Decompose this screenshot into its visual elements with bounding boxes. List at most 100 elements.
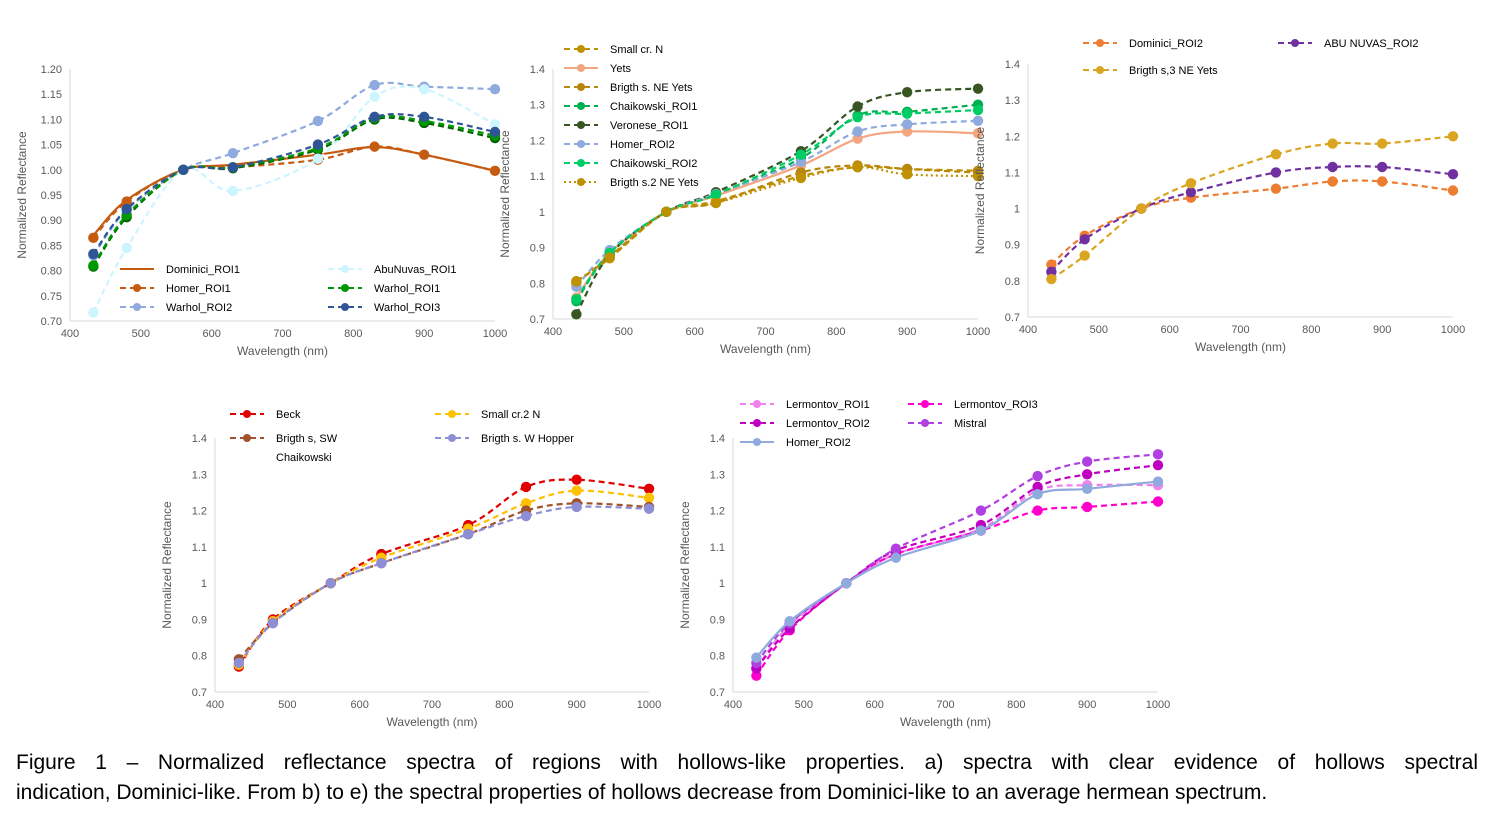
caption-line-2: indication, Dominici-like. From b) to e)… (16, 781, 1268, 804)
series-lermontov-roi3 (751, 496, 1164, 681)
x-tick-label: 600 (202, 328, 220, 340)
y-tick-label: 1 (719, 578, 725, 590)
data-point (901, 108, 913, 119)
series-warhol-roi1 (88, 112, 501, 271)
y-tick-label: 0.7 (710, 687, 725, 699)
x-tick-label: 400 (544, 326, 562, 338)
x-tick-label: 700 (273, 328, 291, 340)
legend-label: Veronese_ROI1 (610, 120, 688, 132)
legend-label: Brigth s. NE Yets (610, 82, 693, 94)
series-line (575, 103, 979, 302)
data-point (852, 112, 863, 123)
data-point (1376, 138, 1388, 149)
data-point (227, 185, 239, 197)
legend-item-warhol-roi2: Warhol_ROI2 (120, 302, 232, 314)
data-point (1447, 185, 1459, 196)
x-tick-label: 900 (415, 328, 433, 340)
data-point (312, 139, 324, 150)
data-point (795, 172, 807, 184)
data-point (418, 83, 430, 95)
data-point (178, 164, 189, 175)
legend-item-beck: Beck (230, 409, 301, 421)
x-tick-label: 1000 (1441, 324, 1465, 336)
y-tick-label: 1.3 (710, 469, 725, 481)
data-point (972, 170, 984, 182)
x-axis-label: Wavelength (nm) (237, 344, 328, 358)
legend-swatch-marker (577, 83, 585, 91)
legend-item-abunuvas-roi1: AbuNuvas_ROI1 (328, 264, 457, 276)
y-tick-label: 0.90 (41, 215, 62, 227)
y-tick-label: 0.85 (41, 240, 62, 252)
legend-item-chaikowski-roi2: Chaikowski_ROI2 (564, 158, 697, 170)
data-point (604, 252, 615, 263)
legend-label: Warhol_ROI1 (374, 283, 440, 295)
legend-label: Warhol_ROI3 (374, 302, 440, 314)
data-point (520, 498, 532, 509)
y-tick-label: 1.1 (1005, 167, 1020, 179)
data-point (1032, 481, 1043, 493)
legend-swatch-marker (577, 102, 585, 110)
legend-label: Chaikowski_ROI1 (610, 101, 697, 113)
x-tick-label: 600 (350, 699, 368, 711)
data-point (1079, 234, 1090, 245)
y-tick-label: 0.9 (530, 243, 545, 255)
series-brigth-s-2-ne-yets (571, 162, 984, 287)
data-point (972, 115, 984, 126)
series-yets (571, 126, 984, 303)
series-abu-nuvas-roi2 (1046, 161, 1459, 278)
x-tick-label: 400 (206, 699, 224, 711)
series-warhol-roi3 (88, 111, 501, 260)
chart-a: 400 500 600 700 800 900 1000 0.70 0.75 0.80 0.85 0.… (15, 64, 507, 358)
legend: Dominici_ROI1 Homer_ROI1 Warhol_ROI2 AbuNuv… (120, 264, 457, 314)
series-line (755, 483, 1159, 670)
legend-swatch-marker (577, 121, 585, 129)
series-line (92, 145, 496, 239)
x-tick-label: 1000 (637, 699, 661, 711)
legend-label: Lermontov_ROI2 (786, 418, 870, 430)
series-small-cr-2-n (233, 485, 655, 670)
legend-swatch-marker (1096, 66, 1104, 74)
legend-item-lermontov-roi3: Lermontov_ROI3 (908, 399, 1038, 411)
data-point (121, 242, 132, 254)
y-tick-label: 1.2 (192, 506, 207, 518)
series-line (92, 114, 496, 267)
data-point (1032, 489, 1043, 500)
legend-swatch-marker (448, 410, 456, 418)
legend-label: Brigth s, SW (276, 433, 338, 445)
y-axis-label: Normalized Reflectance (678, 501, 692, 629)
data-point (376, 557, 387, 569)
y-tick-label: 1.1 (530, 171, 545, 183)
x-tick-label: 1000 (966, 326, 990, 338)
y-tick-label: 0.7 (192, 687, 207, 699)
series-line (92, 146, 496, 237)
series-lermontov-roi2 (751, 460, 1164, 674)
data-point (571, 294, 582, 305)
legend-label: Chaikowski_ROI2 (610, 158, 697, 170)
data-point (520, 510, 532, 522)
data-point (1270, 183, 1282, 194)
legend: Lermontov_ROI1 Lermontov_ROI2 Homer_ROI2 Le… (740, 399, 1038, 449)
x-axis-label: Wavelength (nm) (720, 342, 811, 356)
series-lermontov-roi1 (751, 479, 1164, 674)
legend-swatch-marker (753, 400, 761, 408)
legend-item-warhol-roi3: Warhol_ROI3 (328, 302, 440, 314)
y-tick-label: 0.8 (710, 651, 725, 663)
data-point (972, 83, 984, 94)
data-point (1081, 469, 1093, 480)
y-tick-label: 1.1 (192, 542, 207, 554)
legend-swatch-marker (577, 45, 585, 53)
legend-item-lermontov-roi2: Lermontov_ROI2 (740, 418, 870, 430)
data-point (312, 115, 324, 127)
y-tick-label: 0.7 (1005, 312, 1020, 324)
x-axis-label: Wavelength (nm) (900, 715, 991, 729)
y-tick-label: 1.20 (41, 64, 62, 76)
data-point (643, 503, 655, 514)
legend-item-yets: Yets (564, 63, 632, 75)
data-point (852, 126, 863, 137)
legend-swatch-marker (133, 284, 141, 292)
series-warhol-roi2 (88, 79, 501, 261)
y-tick-label: 0.7 (530, 314, 545, 326)
y-tick-label: 0.95 (41, 190, 62, 202)
caption-line-1: Figure 1 – Normalized reflectance spectr… (16, 751, 1478, 774)
chart-b: 400 500 600 700 800 900 1000 0.7 0.8 0.9 1 1.1 1.2 1.… (498, 44, 990, 356)
